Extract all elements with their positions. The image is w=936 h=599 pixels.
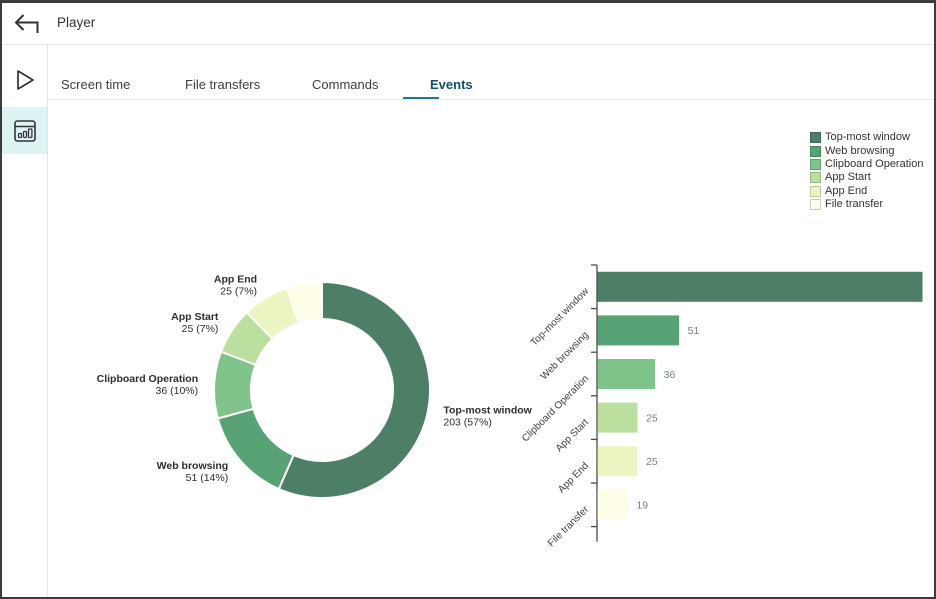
donut-label-value-web-browsing: 51 (14%) bbox=[186, 472, 229, 484]
legend-swatch-app-start bbox=[810, 172, 821, 184]
bar-value-label-app-start: 25 bbox=[646, 412, 658, 424]
page-title: Player bbox=[57, 15, 96, 30]
tabs-divider bbox=[48, 99, 934, 100]
bar-app-start[interactable] bbox=[597, 402, 638, 433]
bar-value-label-clipboard-operation: 36 bbox=[664, 369, 676, 381]
tab-bar: Screen time File transfers Commands Even… bbox=[48, 45, 934, 100]
header: Player bbox=[2, 3, 934, 45]
donut-label-value-top-most-window: 203 (57%) bbox=[443, 416, 491, 428]
donut-label-value-app-start: 25 (7%) bbox=[182, 323, 219, 335]
tab-screen-time[interactable]: Screen time bbox=[61, 77, 131, 92]
donut-label-name-app-end: App End bbox=[214, 273, 257, 285]
active-tab-underline bbox=[403, 97, 439, 100]
donut-label-name-clipboard-operation: Clipboard Operation bbox=[97, 373, 199, 385]
bar-value-label-app-end: 25 bbox=[646, 456, 658, 468]
bar-axis-label-app-end: App End bbox=[556, 461, 591, 496]
donut-label-name-web-browsing: Web browsing bbox=[157, 460, 229, 472]
legend-swatch-clipboard-operation bbox=[810, 158, 821, 170]
back-arrow-icon bbox=[14, 14, 39, 33]
legend-label: Top-most window bbox=[825, 131, 910, 144]
legend-label: Clipboard Operation bbox=[825, 157, 924, 170]
tab-file-transfers[interactable]: File transfers bbox=[185, 77, 261, 92]
back-button[interactable] bbox=[13, 12, 41, 36]
donut-label-value-clipboard-operation: 36 (10%) bbox=[156, 385, 199, 397]
bar-top-most-window[interactable] bbox=[597, 271, 923, 302]
legend-item-web-browsing[interactable]: Web browsing bbox=[810, 144, 923, 157]
sidebar-item-player[interactable] bbox=[2, 56, 47, 103]
legend-item-app-start[interactable]: App Start bbox=[810, 171, 923, 184]
donut-label-value-app-end: 25 (7%) bbox=[220, 285, 257, 297]
chart-legend: Top-most window Web browsing Clipboard Ope… bbox=[810, 131, 923, 211]
legend-swatch-top-most-window bbox=[810, 132, 821, 144]
donut-slice-web-browsing[interactable] bbox=[216, 407, 295, 490]
donut-slice-file-transfer[interactable] bbox=[285, 281, 323, 324]
legend-swatch-web-browsing bbox=[810, 145, 821, 157]
sidebar bbox=[2, 45, 48, 597]
play-icon bbox=[16, 69, 34, 90]
tab-commands[interactable]: Commands bbox=[312, 77, 379, 92]
bar-axis-label-file-transfer: File transfer bbox=[546, 504, 592, 550]
tab-events[interactable]: Events bbox=[430, 77, 473, 92]
donut-slice-top-most-window[interactable] bbox=[277, 281, 431, 499]
statistics-icon bbox=[13, 119, 36, 142]
legend-item-app-end[interactable]: App End bbox=[810, 185, 923, 198]
legend-item-clipboard-operation[interactable]: Clipboard Operation bbox=[810, 158, 923, 171]
legend-item-file-transfer[interactable]: File transfer bbox=[810, 198, 923, 211]
donut-label-name-app-start: App Start bbox=[171, 311, 219, 323]
legend-label: Web browsing bbox=[825, 144, 895, 157]
bar-clipboard-operation[interactable] bbox=[597, 359, 656, 389]
sidebar-item-statistics[interactable] bbox=[2, 107, 47, 154]
bar-axis-label-app-start: App Start bbox=[554, 417, 591, 454]
bar-value-label-file-transfer: 19 bbox=[636, 500, 648, 512]
legend-item-top-most-window[interactable]: Top-most window bbox=[810, 131, 923, 144]
legend-label: App Start bbox=[825, 171, 871, 184]
bar-value-label-web-browsing: 51 bbox=[688, 325, 700, 337]
donut-label-name-top-most-window: Top-most window bbox=[443, 404, 532, 416]
legend-swatch-app-end bbox=[810, 185, 821, 197]
bar-app-end[interactable] bbox=[597, 446, 638, 477]
legend-label: File transfer bbox=[825, 198, 884, 211]
legend-swatch-file-transfer bbox=[810, 199, 821, 211]
bar-file-transfer[interactable] bbox=[597, 489, 628, 520]
legend-label: App End bbox=[825, 184, 868, 197]
bar-web-browsing[interactable] bbox=[597, 315, 680, 346]
